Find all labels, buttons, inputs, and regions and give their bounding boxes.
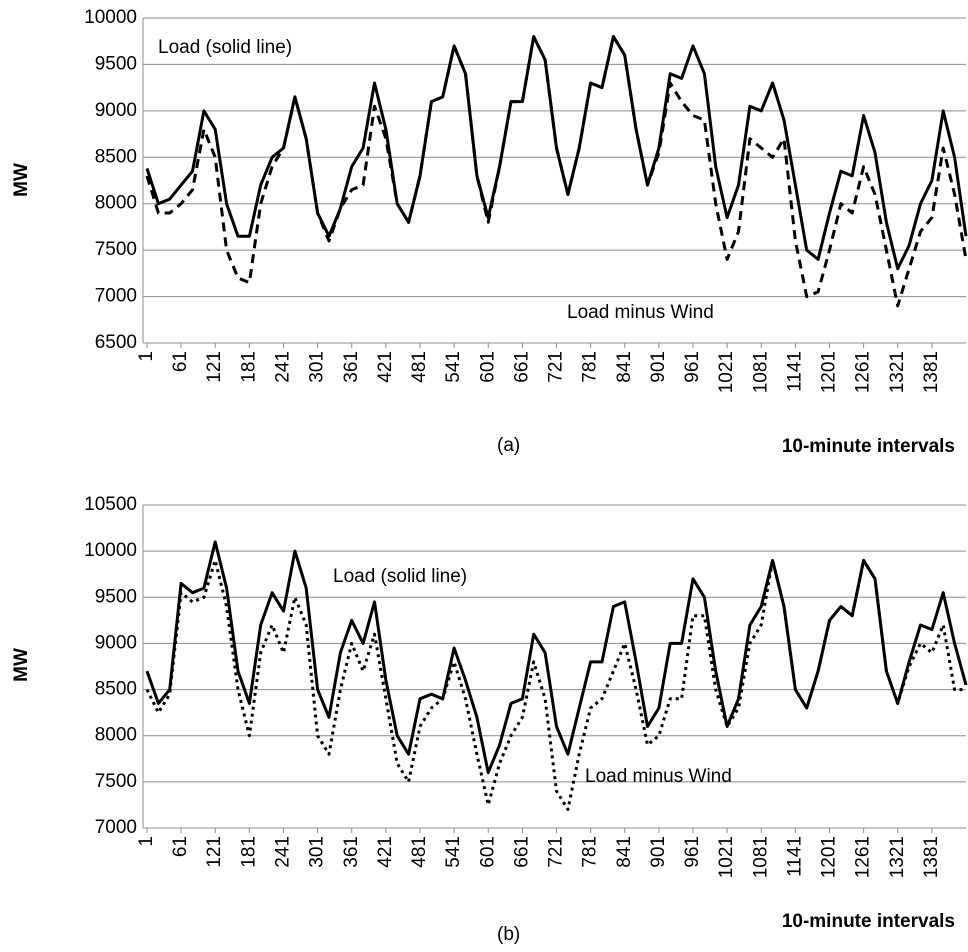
x-tick-label: 481 bbox=[409, 836, 430, 868]
y-tick-label: 8500 bbox=[95, 146, 137, 167]
y-tick-label: 10500 bbox=[84, 494, 137, 515]
series-label: Load minus Wind bbox=[585, 766, 732, 787]
x-tick-label: 1261 bbox=[853, 351, 874, 393]
y-tick-label: 7500 bbox=[95, 771, 137, 792]
x-tick-label: 361 bbox=[341, 351, 362, 383]
x-tick-label: 601 bbox=[477, 836, 498, 868]
y-axis-label: MW bbox=[11, 163, 32, 197]
x-tick-label: 481 bbox=[409, 351, 430, 383]
x-tick-label: 1 bbox=[136, 836, 157, 847]
x-tick-label: 781 bbox=[580, 836, 601, 868]
x-tick-label: 121 bbox=[204, 351, 225, 383]
y-tick-label: 8000 bbox=[95, 193, 137, 214]
x-tick-label: 541 bbox=[443, 836, 464, 868]
x-tick-label: 241 bbox=[273, 836, 294, 868]
series-label: Load (solid line) bbox=[333, 566, 467, 587]
y-tick-label: 10000 bbox=[84, 540, 137, 561]
x-tick-label: 1381 bbox=[921, 836, 942, 878]
x-tick-label: 181 bbox=[238, 836, 259, 868]
x-tick-label: 241 bbox=[273, 351, 294, 383]
y-tick-label: 8500 bbox=[95, 679, 137, 700]
series-label: Load (solid line) bbox=[158, 37, 292, 58]
caption: (b) bbox=[497, 924, 520, 945]
x-tick-label: 181 bbox=[238, 351, 259, 383]
caption: (a) bbox=[497, 435, 520, 456]
x-tick-label: 1081 bbox=[750, 836, 771, 878]
x-tick-label: 1321 bbox=[887, 351, 908, 393]
series-line bbox=[145, 35, 968, 308]
y-tick-label: 7000 bbox=[95, 286, 137, 307]
x-tick-label: 421 bbox=[375, 836, 396, 868]
y-tick-label: 9000 bbox=[95, 632, 137, 653]
x-tick-label: 961 bbox=[682, 351, 703, 383]
y-axis-label: MW bbox=[11, 648, 32, 682]
x-tick-label: 961 bbox=[682, 836, 703, 868]
y-tick-label: 7000 bbox=[95, 817, 137, 838]
y-tick-label: 9000 bbox=[95, 100, 137, 121]
x-tick-label: 121 bbox=[204, 836, 225, 868]
x-tick-label: 1261 bbox=[853, 836, 874, 878]
y-tick-label: 9500 bbox=[95, 53, 137, 74]
x-tick-label: 841 bbox=[614, 836, 635, 868]
series-line bbox=[145, 558, 966, 811]
x-tick-label: 1021 bbox=[716, 351, 737, 393]
x-tick-label: 361 bbox=[341, 836, 362, 868]
x-tick-label: 901 bbox=[648, 836, 669, 868]
x-tick-label: 721 bbox=[546, 836, 567, 868]
x-tick-label: 1141 bbox=[784, 836, 805, 877]
x-tick-label: 841 bbox=[614, 351, 635, 383]
x-tick-label: 661 bbox=[511, 351, 532, 383]
x-tick-label: 601 bbox=[477, 351, 498, 383]
series-label: Load minus Wind bbox=[567, 302, 714, 323]
x-tick-label: 1081 bbox=[750, 351, 771, 393]
x-tick-label: 1021 bbox=[716, 836, 737, 878]
x-tick-label: 901 bbox=[648, 351, 669, 383]
x-tick-label: 301 bbox=[307, 351, 328, 383]
x-tick-label: 1321 bbox=[887, 836, 908, 878]
x-axis-label: 10-minute intervals bbox=[782, 436, 955, 457]
x-tick-label: 661 bbox=[511, 836, 532, 868]
x-tick-label: 721 bbox=[546, 351, 567, 383]
y-tick-label: 8000 bbox=[95, 725, 137, 746]
x-axis-label: 10-minute intervals bbox=[782, 911, 955, 932]
series-line bbox=[145, 540, 968, 775]
y-tick-label: 6500 bbox=[95, 332, 137, 353]
x-tick-label: 1141 bbox=[784, 351, 805, 392]
y-tick-label: 9500 bbox=[95, 586, 137, 607]
x-tick-label: 421 bbox=[375, 351, 396, 383]
x-tick-label: 541 bbox=[443, 351, 464, 383]
x-tick-label: 61 bbox=[170, 836, 191, 857]
x-tick-label: 781 bbox=[580, 351, 601, 383]
x-tick-label: 1381 bbox=[921, 351, 942, 393]
x-tick-label: 1 bbox=[136, 351, 157, 362]
x-tick-label: 301 bbox=[307, 836, 328, 868]
y-tick-label: 7500 bbox=[95, 239, 137, 260]
x-tick-label: 1201 bbox=[819, 836, 840, 878]
x-tick-label: 1201 bbox=[819, 351, 840, 393]
x-tick-label: 61 bbox=[170, 351, 191, 372]
y-tick-label: 10000 bbox=[84, 7, 137, 28]
